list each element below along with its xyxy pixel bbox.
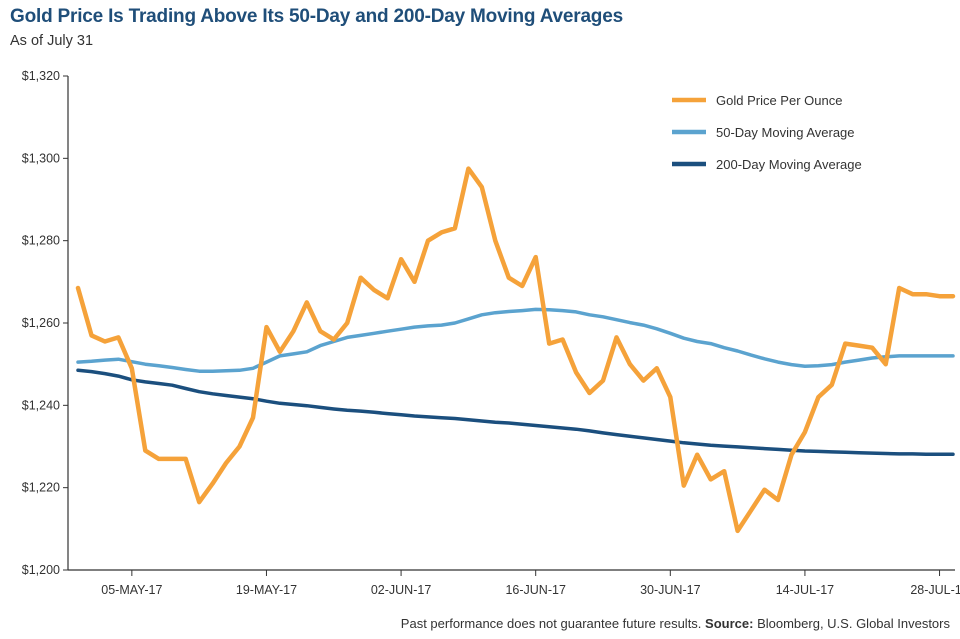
source-text: Bloomberg, U.S. Global Investors xyxy=(757,616,950,631)
x-tick-label: 19-MAY-17 xyxy=(236,583,297,597)
series-line-gold-price-per-ounce xyxy=(75,166,956,534)
series-line-200-day-moving-average xyxy=(76,368,955,457)
x-tick-label: 02-JUN-17 xyxy=(371,583,431,597)
chart-legend: Gold Price Per Ounce 50-Day Moving Averag… xyxy=(672,93,862,172)
x-tick-label: 16-JUN-17 xyxy=(505,583,565,597)
legend-label-200-day-moving-average: 200-Day Moving Average xyxy=(716,157,862,172)
y-tick-label: $1,300 xyxy=(22,151,60,165)
y-tick-label: $1,320 xyxy=(22,69,60,83)
y-tick-label: $1,220 xyxy=(22,481,60,495)
disclaimer-text: Past performance does not guarantee futu… xyxy=(400,616,702,631)
y-tick-label: $1,240 xyxy=(22,398,60,412)
y-tick-label: $1,280 xyxy=(22,234,60,248)
y-tick-label: $1,260 xyxy=(22,316,60,330)
x-tick-label: 05-MAY-17 xyxy=(101,583,162,597)
chart-footer: Past performance does not guarantee futu… xyxy=(401,616,950,631)
chart-title: Gold Price Is Trading Above Its 50-Day a… xyxy=(10,6,623,27)
legend-label-50-day-moving-average: 50-Day Moving Average xyxy=(716,125,855,140)
series-line-50-day-moving-average xyxy=(76,307,955,373)
chart-subtitle: As of July 31 xyxy=(10,33,94,49)
y-tick-label: $1,200 xyxy=(22,563,60,577)
chart-series xyxy=(75,166,956,534)
x-tick-label: 30-JUN-17 xyxy=(640,583,700,597)
x-tick-label: 14-JUL-17 xyxy=(776,583,834,597)
legend-label-gold-price-per-ounce: Gold Price Per Ounce xyxy=(716,93,842,108)
source-label: Source: xyxy=(705,616,754,631)
chart-axes: $1,200 $1,220 $1,240 $1,260 $1,280 $1,300 $1,3… xyxy=(22,69,960,597)
x-tick-label: 28-JUL-17 xyxy=(910,583,960,597)
gold-price-line-chart: $1,200 $1,220 $1,240 $1,260 $1,280 $1,300 $1,3… xyxy=(22,69,960,597)
